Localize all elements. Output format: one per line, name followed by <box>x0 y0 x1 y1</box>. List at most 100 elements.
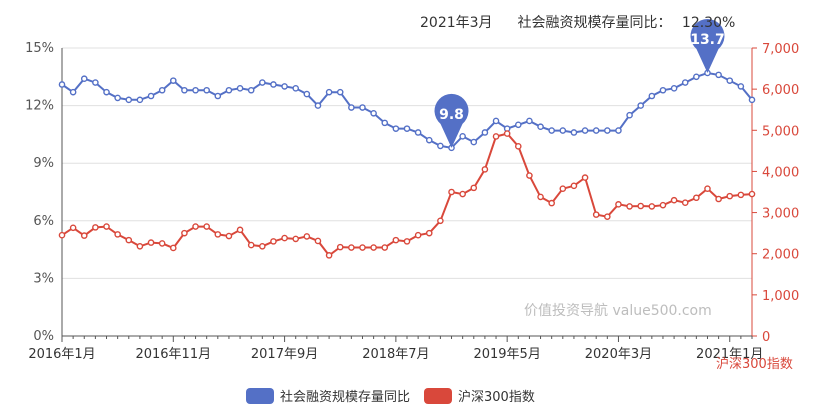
series-point-0 <box>548 127 555 134</box>
series-point-1 <box>604 213 611 220</box>
series-point-1 <box>659 201 667 209</box>
y-right-tick-label: 5,000 <box>762 124 799 139</box>
series-point-0 <box>581 127 589 134</box>
legend-label-tsf: 社会融资规模存量同比 <box>280 390 411 405</box>
series-point-1 <box>503 130 511 137</box>
legend-item-tsf[interactable]: 社会融资规模存量同比 <box>246 386 410 405</box>
legend: 社会融资规模存量同比 沪深300指数 <box>246 386 549 405</box>
series-point-1 <box>270 238 277 245</box>
x-tick-label: 2021年1月 <box>696 347 763 362</box>
series-point-0 <box>58 81 66 88</box>
series-point-0 <box>615 127 622 134</box>
y-left-tick-label: 6% <box>33 214 54 229</box>
series-point-1 <box>615 201 622 208</box>
y-left-tick-label: 12% <box>25 99 54 114</box>
series-point-1 <box>392 236 400 244</box>
y-right-tick-label: 4,000 <box>762 165 799 180</box>
series-point-1 <box>514 143 522 150</box>
series-point-1 <box>748 190 756 198</box>
header-date: 2021年3月 <box>420 15 493 31</box>
series-point-0 <box>92 79 99 86</box>
series-point-1 <box>414 231 422 239</box>
series-point-1 <box>570 182 578 190</box>
series-point-0 <box>125 96 133 104</box>
header-readout: 2021年3月 社会融资规模存量同比： 12.30% <box>420 12 735 32</box>
annotation-label: 9.8 <box>439 107 464 123</box>
series-point-0 <box>103 88 110 96</box>
series-point-1 <box>559 185 567 193</box>
series-point-0 <box>281 83 288 90</box>
legend-swatch-tsf <box>246 387 274 404</box>
series-point-0 <box>225 86 233 94</box>
series-point-1 <box>158 240 166 247</box>
series-point-1 <box>336 243 344 251</box>
series-point-0 <box>659 86 667 94</box>
x-tick-label: 2018年7月 <box>362 347 429 362</box>
series-point-1 <box>481 166 489 173</box>
watermark: 价值投资导航 value500.com <box>524 303 712 319</box>
series-point-0 <box>470 138 478 146</box>
series-point-1 <box>459 190 466 198</box>
series-point-1 <box>381 244 389 251</box>
series-point-0 <box>637 102 645 109</box>
legend-label-hs300: 沪深300指数 <box>458 390 535 405</box>
series-point-0 <box>158 86 166 94</box>
y-right-tick-label: 1,000 <box>762 289 799 304</box>
series-point-0 <box>403 125 411 132</box>
x-tick-label: 2017年9月 <box>251 347 318 362</box>
series-point-0 <box>69 88 77 96</box>
series-point-1 <box>80 232 88 239</box>
series-line-1 <box>61 132 753 257</box>
series-point-0 <box>359 104 366 111</box>
series-point-0 <box>570 129 578 136</box>
annotation-pin <box>690 18 725 73</box>
series-point-1 <box>259 243 266 250</box>
series-point-0 <box>514 121 522 129</box>
header-value: 12.30% <box>681 15 736 31</box>
series-point-0 <box>559 127 567 134</box>
series-point-0 <box>592 127 600 134</box>
y-left-tick-label: 15% <box>25 41 54 56</box>
series-point-0 <box>425 136 433 144</box>
series-point-0 <box>604 127 611 134</box>
series-point-0 <box>537 123 544 131</box>
series-point-0 <box>737 83 745 90</box>
series-point-0 <box>437 142 444 150</box>
series-point-0 <box>147 92 155 100</box>
series-point-1 <box>147 239 155 246</box>
header-label: 社会融资规模存量同比： <box>517 15 672 31</box>
legend-item-hs300[interactable]: 沪深300指数 <box>424 386 535 405</box>
series-point-0 <box>681 79 689 86</box>
series-point-1 <box>247 241 255 249</box>
series-point-1 <box>626 203 633 210</box>
right-axis-unit: 沪深300指数 <box>716 357 793 372</box>
series-point-1 <box>681 199 689 206</box>
series-point-1 <box>58 231 66 239</box>
series-point-0 <box>748 96 756 104</box>
series-point-1 <box>370 244 377 251</box>
series-point-1 <box>303 233 311 240</box>
series-point-1 <box>726 192 734 200</box>
series-point-1 <box>214 231 222 238</box>
series-point-1 <box>169 244 177 252</box>
series-point-1 <box>192 223 199 230</box>
series-point-0 <box>192 86 199 94</box>
series-point-1 <box>103 223 110 230</box>
series-point-0 <box>270 81 277 88</box>
series-point-0 <box>114 94 121 102</box>
series-point-0 <box>325 88 333 96</box>
series-point-0 <box>214 92 222 100</box>
y-right-tick-label: 0 <box>762 330 770 345</box>
series-point-0 <box>526 117 533 125</box>
series-point-1 <box>670 196 678 204</box>
series-point-0 <box>414 129 422 136</box>
series-point-0 <box>303 90 311 98</box>
series-point-1 <box>548 199 555 207</box>
series-point-1 <box>437 217 444 225</box>
series-point-0 <box>492 117 500 125</box>
series-point-1 <box>236 226 244 234</box>
series-point-1 <box>125 236 133 244</box>
series-point-1 <box>492 133 500 140</box>
series-point-1 <box>403 238 411 245</box>
